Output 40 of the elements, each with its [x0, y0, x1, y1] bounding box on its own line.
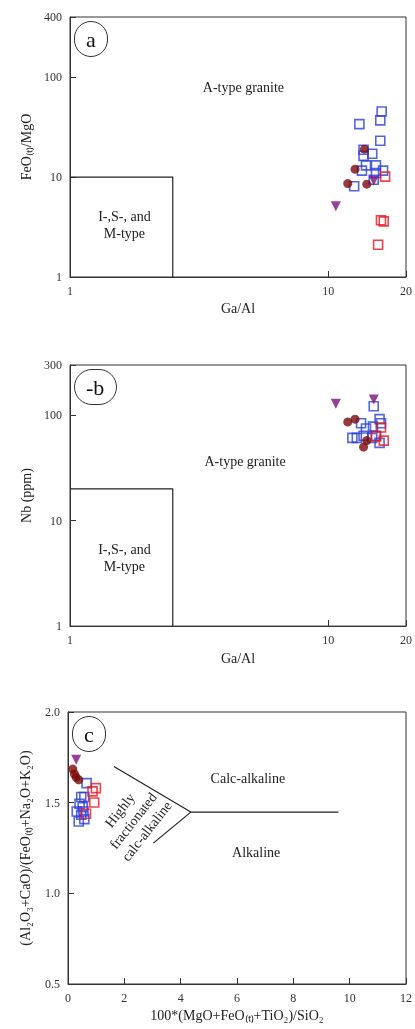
- x-axis-title: 100*(MgO+FeO₍ₜ₎+TiO₂)/SiO₂: [150, 1008, 324, 1025]
- y-tick-label: 300: [44, 358, 62, 372]
- x-tick-label: 1: [67, 284, 73, 298]
- y-tick-label: 10: [50, 513, 62, 528]
- y-tick-label: 1.5: [45, 795, 60, 810]
- x-axis-title: Ga/Al: [220, 301, 256, 317]
- annotation: I-,S-, and M-type: [98, 209, 151, 241]
- y-tick-label: 1: [56, 619, 62, 634]
- chart-title: a: [86, 26, 96, 52]
- x-tick-label: 20: [400, 633, 412, 648]
- chart-title: c: [84, 721, 94, 747]
- x-tick-label: 1: [67, 633, 73, 648]
- y-tick-label: 1: [56, 270, 62, 284]
- y-tick-label: 1.0: [45, 886, 60, 901]
- chart-title: -b: [86, 374, 105, 400]
- x-tick-label: 4: [177, 991, 184, 1005]
- y-tick-label: 100: [44, 408, 62, 423]
- y-tick-label: 2.0: [45, 705, 60, 719]
- annotation: I-,S-, and M-type: [98, 542, 151, 575]
- annotation: Calc-alkaline: [210, 770, 286, 786]
- y-axis-title: FeO₍ₜ₎/MgO: [18, 113, 34, 181]
- x-tick-label: 2: [121, 991, 128, 1005]
- annotation: A-type granite: [202, 79, 285, 95]
- x-tick-label: 12: [400, 991, 412, 1005]
- y-tick-label: 10: [50, 170, 62, 185]
- annotation: Alkaline: [232, 845, 281, 861]
- x-tick-label: 0: [65, 991, 71, 1005]
- x-axis-title: Ga/Al: [220, 650, 256, 666]
- y-axis-title: (Al₂O₃+CaO)/(FeO₍ₜ₎+Na₂O+K₂O): [17, 750, 34, 946]
- y-tick-label: 100: [44, 70, 62, 85]
- x-tick-label: 8: [290, 991, 297, 1005]
- y-tick-label: 0.5: [45, 977, 60, 991]
- annotation: A-type granite: [204, 454, 286, 470]
- x-tick-label: 6: [234, 991, 240, 1005]
- x-tick-label: 10: [322, 284, 335, 298]
- x-tick-label: 10: [343, 991, 356, 1005]
- x-tick-label: 20: [400, 284, 412, 298]
- y-axis-title: Nb (ppm): [18, 467, 35, 523]
- x-tick-label: 10: [322, 633, 335, 648]
- y-tick-label: 400: [44, 10, 62, 24]
